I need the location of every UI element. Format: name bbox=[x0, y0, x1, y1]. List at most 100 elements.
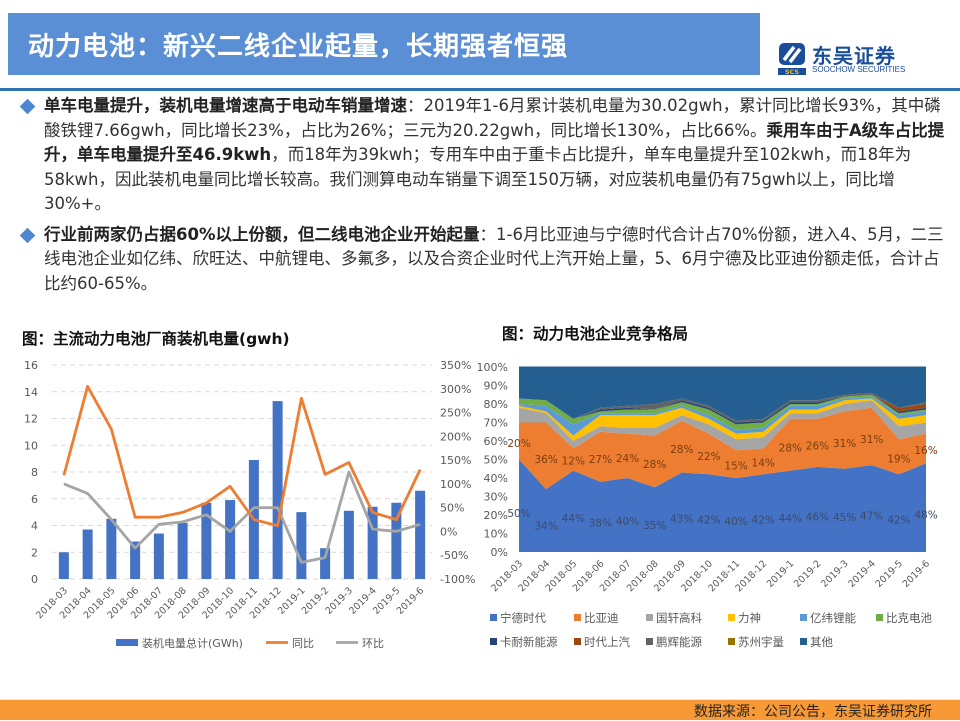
capacity-bar bbox=[201, 502, 212, 579]
byd-share-label: 24% bbox=[616, 453, 639, 465]
legend-label: 环比 bbox=[362, 637, 384, 650]
catl-share-label: 42% bbox=[887, 514, 910, 526]
area-宁德时代 bbox=[519, 459, 926, 552]
page-title: 动力电池：新兴二线企业起量，长期强者恒强 bbox=[28, 31, 569, 62]
legend-swatch bbox=[646, 614, 653, 621]
installed-capacity-chart: 0 2 4 6 8 10 12 14 16 -100% -50% 0% 50% 100% 150% 200% 2… bbox=[24, 359, 475, 650]
capacity-bar bbox=[130, 541, 141, 579]
right-axis-tick: 250% bbox=[440, 407, 471, 420]
area-鹏辉能源 bbox=[519, 392, 926, 423]
catl-share-label: 34% bbox=[534, 521, 557, 533]
logo-chinese-name: 东吴证券 bbox=[812, 44, 896, 68]
legend-label: 其他 bbox=[810, 635, 833, 649]
capacity-bar bbox=[225, 500, 236, 579]
footer-divider bbox=[0, 699, 960, 700]
bullet-text: ，而18年为39kwh；专用车中由于重卡占比提升，单车电量提升至102kwh，而… bbox=[44, 145, 912, 213]
capacity-bar bbox=[272, 401, 283, 579]
bullet-bold-lead: 行业前两家仍占据60%以上份额，但二线电池企业开始起量 bbox=[44, 224, 480, 244]
capacity-bar bbox=[415, 490, 426, 579]
legend-label: 同比 bbox=[292, 637, 314, 650]
left-axis-tick: 8 bbox=[31, 466, 38, 479]
capacity-bar bbox=[106, 518, 117, 579]
right-axis-tick: 100% bbox=[440, 478, 471, 491]
bullet-bold-mid: 乘用车由于A级车占比提升，单车电量提升至46.9kwh bbox=[44, 120, 945, 165]
x-axis-label: 2019-5 bbox=[873, 558, 905, 590]
y-axis-tick: 60% bbox=[484, 435, 508, 448]
catl-share-label: 40% bbox=[616, 516, 639, 528]
byd-share-label: 26% bbox=[806, 440, 829, 452]
y-axis-tick: 40% bbox=[484, 472, 508, 485]
right-axis-tick: 150% bbox=[440, 454, 471, 467]
catl-share-label: 44% bbox=[779, 513, 802, 525]
y-axis-tick: 20% bbox=[484, 509, 508, 522]
left-axis-tick: 10 bbox=[24, 439, 38, 452]
right-chart-title: 图：动力电池企业竞争格局 bbox=[502, 325, 689, 343]
bullet-item: 行业前两家仍占据60%以上份额，但二线电池企业开始起量：1-6月比亚迪与宁德时代… bbox=[18, 223, 948, 297]
legend-swatch bbox=[728, 638, 735, 645]
right-axis-tick: 200% bbox=[440, 430, 471, 443]
left-axis-tick: 4 bbox=[31, 520, 38, 533]
right-axis-tick: 350% bbox=[440, 359, 471, 372]
y-axis-tick: 0% bbox=[491, 546, 508, 559]
byd-share-label: 28% bbox=[643, 459, 666, 471]
legend-label: 时代上汽 bbox=[584, 635, 630, 649]
right-axis-tick: -100% bbox=[440, 573, 475, 586]
legend-label: 苏州宇量 bbox=[738, 635, 784, 649]
x-axis-label: 2019-6 bbox=[901, 558, 933, 590]
area-力神 bbox=[519, 398, 926, 441]
legend-swatch bbox=[646, 638, 653, 645]
catl-share-label: 50% bbox=[507, 508, 530, 520]
left-axis-tick: 2 bbox=[31, 546, 38, 559]
legend-swatch bbox=[116, 639, 138, 646]
byd-share-label: 19% bbox=[887, 453, 910, 465]
area-比亚迪 bbox=[519, 407, 926, 490]
x-axis-label: 2019-1 bbox=[765, 558, 797, 590]
legend-swatch bbox=[800, 638, 807, 645]
capacity-bar bbox=[391, 502, 402, 579]
legend-label: 鹏辉能源 bbox=[656, 635, 702, 649]
legend-label: 力神 bbox=[738, 611, 761, 625]
catl-share-label: 46% bbox=[806, 511, 829, 523]
capacity-bar bbox=[177, 522, 188, 579]
catl-share-label: 38% bbox=[589, 517, 612, 529]
byd-share-label: 31% bbox=[833, 438, 856, 450]
capacity-bar bbox=[82, 529, 93, 579]
area-国轩高科 bbox=[519, 400, 926, 451]
byd-share-label: 31% bbox=[860, 434, 883, 446]
scs-logo-icon: SCS bbox=[778, 43, 806, 76]
byd-share-label: 36% bbox=[534, 454, 557, 466]
legend-swatch bbox=[876, 614, 883, 621]
soochow-logo: SCS 东吴证券 SOOCHOW SECURITIES bbox=[778, 40, 928, 80]
capacity-bar bbox=[296, 512, 307, 579]
x-axis-label: 2019-2 bbox=[792, 558, 824, 590]
byd-share-label: 20% bbox=[507, 438, 530, 450]
y-axis-tick: 30% bbox=[484, 491, 508, 504]
y-axis-tick: 100% bbox=[478, 361, 508, 374]
left-chart-title: 图：主流动力电池厂商装机电量(gwh) bbox=[22, 330, 290, 348]
left-axis-tick: 14 bbox=[24, 386, 38, 399]
legend-swatch bbox=[574, 614, 581, 621]
mom-line bbox=[63, 470, 421, 564]
legend-label: 比亚迪 bbox=[584, 611, 619, 625]
right-axis-tick: 0% bbox=[440, 525, 457, 538]
yoy-line bbox=[62, 385, 422, 528]
capacity-bar bbox=[58, 552, 69, 579]
area-top-edge bbox=[519, 366, 926, 368]
right-axis-tick: 300% bbox=[440, 383, 471, 396]
legend-label: 卡耐新能源 bbox=[500, 635, 558, 649]
legend-label: 国轩高科 bbox=[656, 611, 702, 625]
y-axis-tick: 70% bbox=[484, 417, 508, 430]
bullet-bold-lead: 单车电量提升，装机电量增速高于电动车销量增速 bbox=[44, 96, 407, 115]
byd-share-label: 14% bbox=[752, 458, 775, 470]
catl-share-label: 42% bbox=[752, 514, 775, 526]
catl-share-label: 43% bbox=[670, 514, 693, 526]
left-axis-tick: 12 bbox=[24, 413, 38, 426]
catl-share-label: 42% bbox=[697, 514, 720, 526]
catl-share-label: 47% bbox=[860, 510, 883, 522]
area-其他 bbox=[519, 367, 926, 421]
legend-swatch bbox=[728, 614, 735, 621]
legend-label: 亿纬锂能 bbox=[810, 611, 856, 625]
area-比克电池 bbox=[519, 394, 926, 430]
legend-swatch bbox=[800, 614, 807, 621]
legend-label: 宁德时代 bbox=[500, 611, 546, 625]
